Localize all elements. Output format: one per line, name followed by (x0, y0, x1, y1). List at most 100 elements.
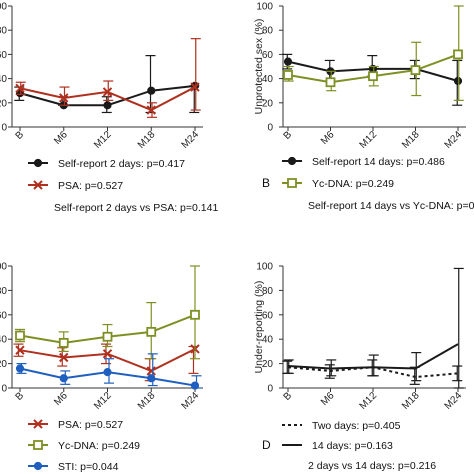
y-tick-label: 80 (262, 286, 274, 297)
legend-label: Self-report 2 days vs PSA: p=0.141 (54, 202, 218, 214)
data-point (410, 65, 421, 76)
y-tick-label: 100 (0, 262, 7, 273)
legend-label: Self-report 2 days: p=0.417 (58, 158, 185, 170)
data-point (59, 93, 69, 103)
data-point (59, 352, 69, 363)
legend: Self-report 2 days: p=0.417 PSA: p=0.527 S… (28, 158, 218, 214)
series-yc-dna (15, 265, 200, 360)
legend-marker (287, 178, 297, 188)
data-point (15, 83, 25, 93)
y-tick-label: 20 (0, 98, 7, 109)
data-point (59, 374, 68, 383)
y-tick-label: 0 (267, 123, 273, 134)
chart-panel-4: 0 20 40 60 80 100 B M6 M12 M18 M24 Under-reporting … (253, 262, 466, 472)
legend-marker (33, 440, 43, 450)
panel-letter: D (262, 438, 271, 452)
x-tick-label: M12 (92, 390, 114, 412)
series-line (19, 348, 196, 373)
y-tick-label: 40 (262, 74, 274, 85)
chart-panel-3: 0 20 40 60 80 100 B M6 M12 M18 M24 PSA: p=0.527 Yc-D… (0, 262, 203, 473)
data-point (102, 349, 113, 359)
legend: PSA: p=0.527 Yc-DNA: p=0.249 STI: p=0.044 (28, 419, 140, 473)
y-tick-label: 0 (267, 384, 273, 395)
legend-label: PSA: p=0.527 (58, 419, 123, 431)
series-self-report-2-days (14, 55, 200, 114)
data-point (102, 331, 113, 342)
data-point (15, 364, 25, 373)
data-point (190, 82, 200, 92)
y-tick-label: 60 (0, 310, 7, 321)
panel-letter: B (262, 176, 270, 190)
data-point (103, 368, 112, 377)
data-point (15, 345, 25, 355)
data-point (283, 57, 293, 66)
data-point (147, 374, 156, 383)
legend-marker (33, 180, 43, 190)
y-tick-label: 100 (256, 262, 273, 273)
data-point (15, 330, 25, 341)
x-tick-label: M6 (319, 390, 337, 408)
y-tick-label: 40 (0, 74, 7, 85)
y-axis-label: Under-reporting (%) (253, 281, 265, 374)
data-point (190, 381, 200, 390)
legend-label: STI: p=0.044 (58, 461, 119, 473)
data-point (103, 101, 112, 110)
data-point (453, 49, 463, 60)
x-tick-label: B (282, 129, 295, 142)
data-point (146, 326, 157, 337)
y-tick-label: 80 (0, 26, 7, 37)
x-tick-label: M6 (52, 390, 70, 408)
y-tick-label: 100 (256, 2, 273, 13)
data-point (453, 76, 463, 86)
legend-marker (287, 156, 297, 166)
legend: Two days: p=0.405 14 days: p=0.163 2 days … (282, 420, 436, 472)
legend-marker (33, 419, 43, 429)
data-point (146, 105, 156, 115)
x-tick-label: B (14, 129, 27, 142)
x-tick-label: M12 (92, 129, 114, 151)
legend-label: Yc-DNA: p=0.249 (312, 178, 394, 190)
data-point (147, 86, 156, 95)
x-tick-label: M24 (443, 129, 465, 151)
data-point (102, 87, 113, 97)
data-point (368, 71, 378, 82)
y-tick-label: 0 (1, 384, 7, 395)
legend-label: Yc-DNA: p=0.249 (58, 440, 140, 452)
series-14-days (283, 267, 464, 389)
chart-panel-2: 0 20 40 60 80 100 B M6 M12 M18 M24 Unprotected sex … (253, 2, 474, 213)
y-tick-label: 20 (262, 359, 274, 370)
x-tick-label: B (282, 390, 295, 403)
y-tick-label: 80 (0, 286, 7, 297)
y-tick-label: 100 (0, 2, 7, 13)
x-tick-label: M24 (180, 390, 202, 412)
y-tick-label: 20 (262, 98, 274, 109)
legend-label: Two days: p=0.405 (312, 420, 401, 432)
x-tick-label: M24 (180, 129, 202, 151)
data-point (283, 70, 293, 80)
x-tick-label: M18 (136, 390, 158, 412)
series-yc-dna (283, 5, 464, 101)
y-tick-label: 40 (262, 335, 274, 346)
y-tick-label: 60 (262, 310, 274, 321)
series-line (287, 343, 459, 370)
legend-label: Self-report 14 days vs Yc-DNA: p=0.2 (308, 200, 474, 212)
data-point (58, 337, 69, 348)
legend: Self-report 14 days: p=0.486 Yc-DNA: p=0.… (282, 156, 474, 212)
x-tick-label: B (14, 390, 27, 403)
legend-label: Self-report 14 days: p=0.486 (312, 156, 445, 168)
x-tick-label: M18 (400, 390, 422, 412)
x-tick-label: M12 (358, 129, 380, 151)
series-two-days (282, 359, 463, 385)
series-psa (15, 38, 201, 118)
x-tick-label: M12 (358, 390, 380, 412)
x-tick-label: M6 (52, 129, 70, 147)
legend-marker (33, 158, 43, 168)
y-tick-label: 60 (0, 50, 7, 61)
x-tick-label: M18 (400, 129, 422, 151)
legend-label: 14 days: p=0.163 (312, 440, 393, 452)
y-tick-label: 60 (262, 50, 274, 61)
y-tick-label: 80 (262, 26, 274, 37)
data-point (190, 309, 200, 320)
y-tick-label: 0 (1, 123, 7, 134)
